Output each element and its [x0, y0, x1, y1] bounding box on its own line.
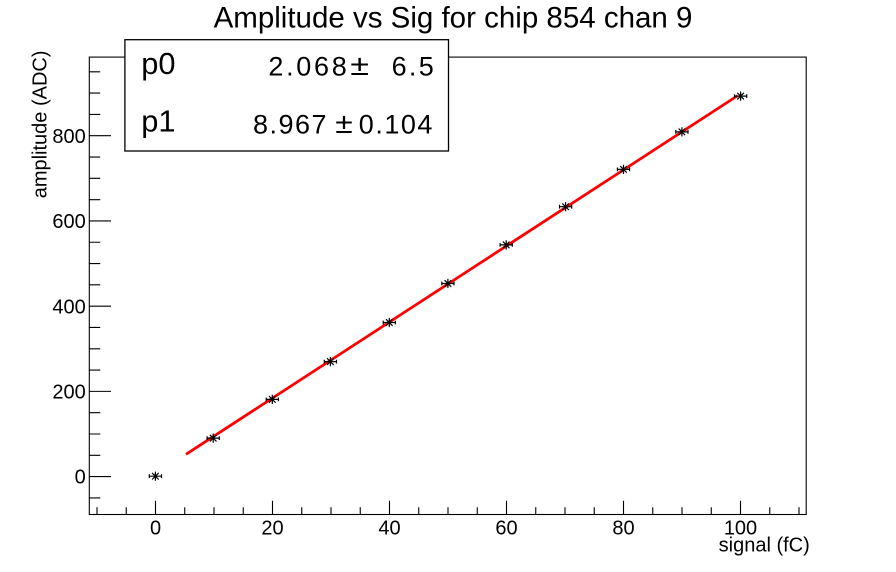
svg-text:0.104: 0.104 [359, 109, 434, 139]
svg-text:p1: p1 [141, 103, 175, 138]
svg-text:800: 800 [52, 126, 85, 148]
svg-text:60: 60 [495, 518, 517, 540]
svg-text:amplitude (ADC): amplitude (ADC) [29, 50, 51, 198]
svg-text:100: 100 [724, 518, 757, 540]
svg-text:20: 20 [261, 518, 283, 540]
svg-text:400: 400 [52, 296, 85, 318]
svg-text:±: ± [335, 108, 353, 140]
svg-text:6.5: 6.5 [392, 51, 436, 81]
svg-text:200: 200 [52, 382, 85, 404]
svg-text:600: 600 [52, 211, 85, 233]
svg-text:Amplitude vs Sig for chip 854: Amplitude vs Sig for chip 854 chan 9 [214, 2, 693, 35]
svg-text:p0: p0 [141, 46, 175, 81]
svg-text:2.068: 2.068 [268, 51, 349, 81]
svg-text:0: 0 [150, 518, 161, 540]
svg-text:80: 80 [612, 518, 634, 540]
svg-text:0: 0 [75, 467, 86, 489]
svg-text:signal (fC): signal (fC) [719, 535, 810, 557]
svg-text:40: 40 [378, 518, 400, 540]
svg-text:±: ± [350, 48, 369, 81]
svg-text:8.967: 8.967 [253, 109, 328, 139]
